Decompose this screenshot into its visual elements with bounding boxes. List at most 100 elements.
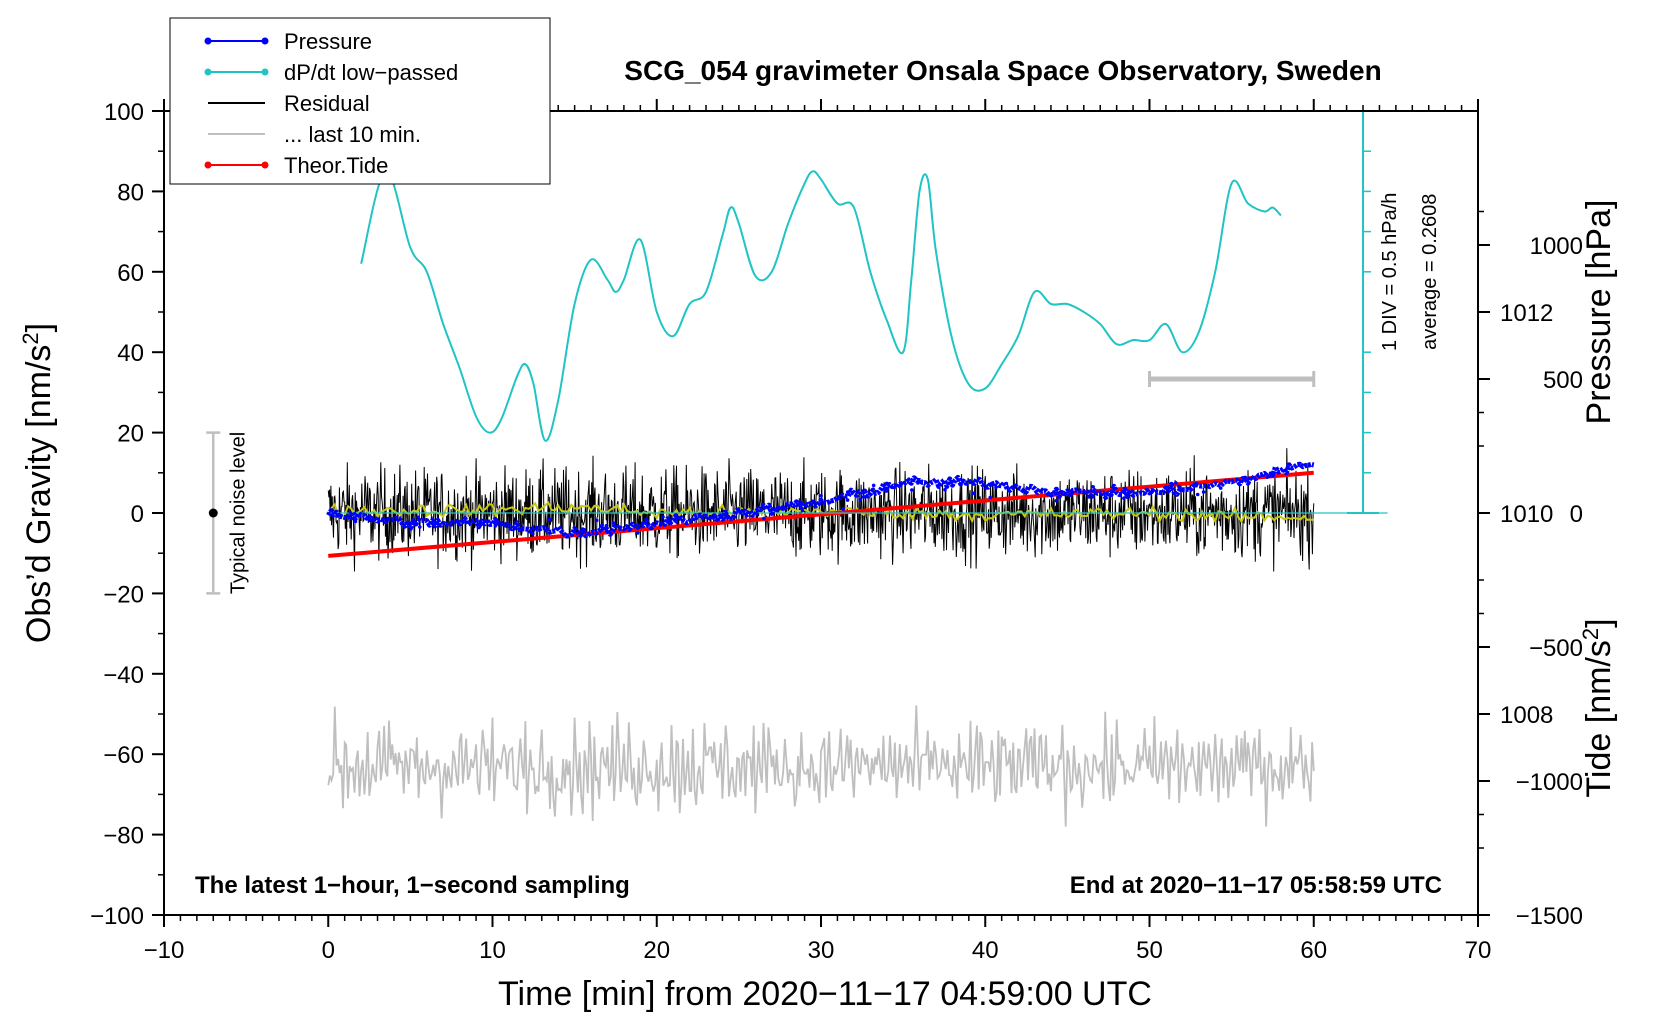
y-tick-label: −60 (103, 742, 144, 769)
pressure-tick-label: 1008 (1500, 702, 1553, 729)
dpdt-line (360, 170, 1282, 442)
chart-title: SCG_054 gravimeter Onsala Space Observat… (624, 55, 1381, 86)
legend-label: Theor.Tide (284, 153, 388, 178)
y-tick-label: 0 (131, 501, 144, 528)
pressure-point (418, 525, 422, 529)
pressure-point (907, 477, 911, 482)
x-tick-label: 70 (1465, 937, 1492, 964)
pressure-point (726, 515, 731, 520)
dpdt-average-label: average = 0.2608 (1419, 194, 1441, 350)
x-tick-label: 60 (1300, 937, 1327, 964)
legend-marker (204, 37, 212, 45)
pressure-point (349, 516, 354, 521)
pressure-point (988, 495, 992, 500)
legend-label: Pressure (284, 29, 372, 54)
pressure-point (1271, 472, 1276, 477)
pressure-point (1195, 492, 1200, 497)
pressure-point (582, 528, 587, 532)
y-tick-label: −80 (103, 823, 144, 850)
pressure-point (1243, 475, 1247, 480)
x-tick-label: 30 (808, 937, 835, 964)
pressure-point (846, 491, 851, 496)
y-tick-label: 100 (104, 99, 144, 126)
pressure-point (531, 531, 535, 536)
noise-bar-center (208, 508, 218, 518)
pressure-point (674, 520, 679, 524)
pressure-point (715, 517, 719, 522)
residual-series (327, 448, 1315, 572)
pressure-point (884, 481, 889, 486)
pressure-point (910, 488, 914, 492)
pressure-point (718, 513, 723, 517)
last-10-min-line (327, 705, 1315, 827)
pressure-point (1268, 471, 1273, 476)
pressure-tick-label: 1010 (1500, 501, 1553, 528)
pressure-point (547, 517, 552, 522)
pressure-point (1070, 490, 1075, 495)
pressure-point (1174, 481, 1178, 485)
dpdt-scale-label: 1 DIV = 0.5 hPa/h (1379, 193, 1401, 351)
y-tick-label: 60 (117, 260, 144, 287)
tide-tick-label: −500 (1529, 635, 1583, 662)
legend-label: Residual (284, 91, 370, 116)
tide-tick-label: −1000 (1516, 769, 1583, 796)
pressure-point (1218, 486, 1223, 490)
pressure-point (841, 507, 846, 511)
tide-tick-label: 0 (1570, 501, 1583, 528)
pressure-point (611, 521, 616, 525)
tide-tick-label: −1500 (1516, 903, 1583, 930)
y-tick-label: −100 (90, 903, 144, 930)
y-tick-label: 40 (117, 340, 144, 367)
pressure-series (326, 461, 1315, 539)
pressure-point (1091, 485, 1095, 489)
tide-line (328, 470, 1314, 558)
annotations: Typical noise level 1 DIV = 0.5 hPa/h aver… (206, 193, 1441, 595)
pressure-point (871, 483, 876, 488)
residual-smoothed-series (327, 500, 1314, 525)
y-tick-label: −20 (103, 581, 144, 608)
pressure-point (353, 519, 358, 524)
pressure-point (1300, 463, 1304, 467)
theoretical-tide-series (328, 470, 1314, 558)
residual-smoothed-line (327, 500, 1314, 525)
pressure-point (892, 485, 897, 490)
y-axis-title-tide: Tide [nm/s2] (1578, 618, 1618, 797)
axes: −10 0 10 20 30 40 50 60 70−100−80−60−40−20020406… (90, 99, 1583, 964)
pressure-point (1188, 486, 1192, 491)
pressure-point (493, 523, 498, 528)
pressure-point (416, 515, 421, 520)
x-tick-label: −10 (144, 937, 185, 964)
x-tick-label: 50 (1136, 937, 1163, 964)
pressure-point (971, 491, 976, 496)
x-axis-title: Time [min] from 2020−11−17 04:59:00 UTC (498, 975, 1152, 1013)
y-axis-title-pressure: Pressure [hPa] (1580, 200, 1618, 425)
pressure-point (635, 531, 640, 535)
legend-box (169, 17, 551, 185)
pressure-point (1054, 498, 1059, 503)
dpdt-series (328, 110, 1388, 514)
pressure-point (989, 482, 993, 486)
x-tick-label: 20 (643, 937, 670, 964)
pressure-point (861, 495, 866, 499)
pressure-point (641, 521, 645, 525)
y-tick-label: 80 (117, 179, 144, 206)
pressure-point (1047, 492, 1051, 497)
noise-label: Typical noise level (227, 432, 249, 594)
legend-marker (261, 37, 269, 45)
pressure-point (649, 526, 653, 531)
pressure-point (798, 500, 802, 504)
legend-marker (261, 68, 269, 76)
x-tick-label: 40 (972, 937, 999, 964)
legend: Pressure dP/dt low−passed Residual ... last… (169, 17, 551, 185)
legend-marker (261, 161, 269, 169)
pressure-point (800, 508, 805, 513)
pressure-point (1179, 488, 1183, 492)
pressure-point (594, 518, 599, 523)
pressure-point (456, 519, 461, 524)
pressure-point (579, 533, 583, 538)
pressure-point (494, 518, 499, 523)
bottom-left-note: The latest 1−hour, 1−second sampling (195, 872, 630, 899)
pressure-point (604, 523, 609, 528)
pressure-point (335, 514, 340, 518)
pressure-point (943, 487, 947, 492)
